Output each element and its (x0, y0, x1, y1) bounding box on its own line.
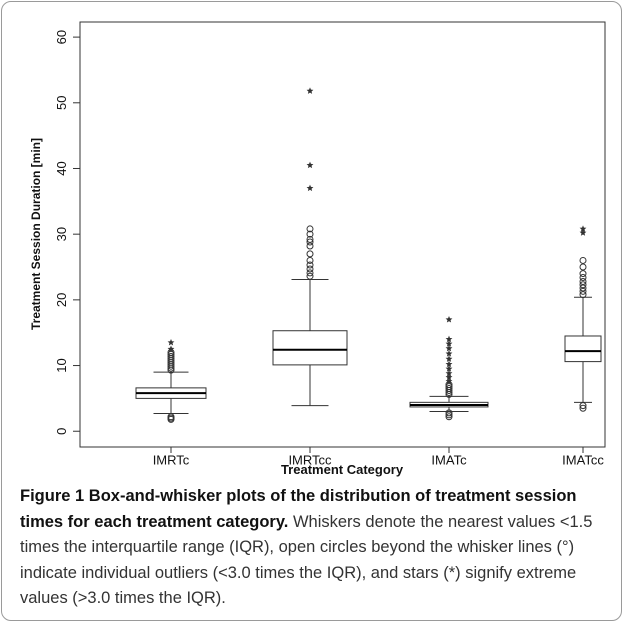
extreme (445, 340, 453, 347)
outlier (579, 281, 587, 289)
outlier (579, 256, 587, 264)
box (272, 330, 348, 366)
outlier (306, 256, 314, 264)
caption: Figure 1 Box-and-whisker plots of the di… (20, 484, 610, 612)
y-axis-title: Treatment Session Duration [min] (29, 138, 43, 330)
outlier (306, 269, 314, 277)
outlier (445, 383, 453, 391)
x-tick-label: IMATcc (562, 452, 604, 467)
outlier (306, 235, 314, 243)
extreme (445, 355, 453, 362)
y-tick-label: 10 (54, 358, 69, 372)
outlier (579, 277, 587, 285)
outlier (579, 402, 587, 410)
caption-title: Box-and-whisker plots of the distributio… (20, 487, 577, 531)
outlier (306, 230, 314, 238)
outlier (306, 265, 314, 273)
extreme (306, 87, 314, 94)
y-tick-label: 50 (54, 96, 69, 110)
outlier (579, 291, 587, 299)
outlier (306, 272, 314, 280)
caption-label: Figure 1 (20, 487, 85, 505)
extreme (167, 345, 175, 353)
x-tick-label: IMRTc (153, 452, 190, 467)
outlier (306, 261, 314, 269)
extreme (445, 377, 453, 385)
extreme (445, 360, 453, 368)
extreme (445, 335, 453, 343)
extreme (445, 344, 453, 352)
y-tick-label: 0 (54, 428, 69, 435)
outlier (167, 352, 175, 360)
outlier (306, 238, 314, 246)
outlier (579, 274, 587, 282)
outlier (445, 385, 453, 393)
outlier (306, 225, 314, 233)
extreme (445, 373, 453, 381)
outlier (167, 413, 175, 421)
extreme (306, 161, 314, 169)
x-tick-label: IMATc (431, 452, 467, 467)
outlier (306, 250, 314, 258)
y-tick-label: 20 (54, 293, 69, 307)
caption-text: Whiskers denote the nearest values <1.5 … (20, 512, 593, 608)
outlier (579, 404, 587, 412)
outlier (579, 270, 587, 278)
extreme (445, 365, 453, 372)
chart: Treatment Session Duration [min] Treatme… (29, 21, 606, 477)
extreme (445, 315, 453, 323)
box (564, 335, 602, 363)
extreme (445, 369, 453, 377)
outlier (445, 413, 453, 421)
outlier (579, 263, 587, 271)
extreme (445, 350, 453, 357)
extreme (306, 184, 314, 192)
extreme (579, 225, 587, 232)
outlier (167, 350, 175, 358)
plot-frame (79, 21, 606, 448)
y-tick-label: 30 (54, 227, 69, 241)
x-axis-title: Treatment Category (281, 462, 404, 477)
outlier (579, 284, 587, 292)
outlier (445, 409, 453, 417)
outlier (306, 242, 314, 250)
y-tick-label: 40 (54, 161, 69, 175)
y-tick-label: 60 (54, 30, 69, 44)
x-tick-label: IMRTcc (288, 452, 332, 467)
extreme (167, 338, 175, 346)
extreme (579, 229, 587, 236)
outlier (445, 411, 453, 419)
outlier (579, 287, 587, 295)
